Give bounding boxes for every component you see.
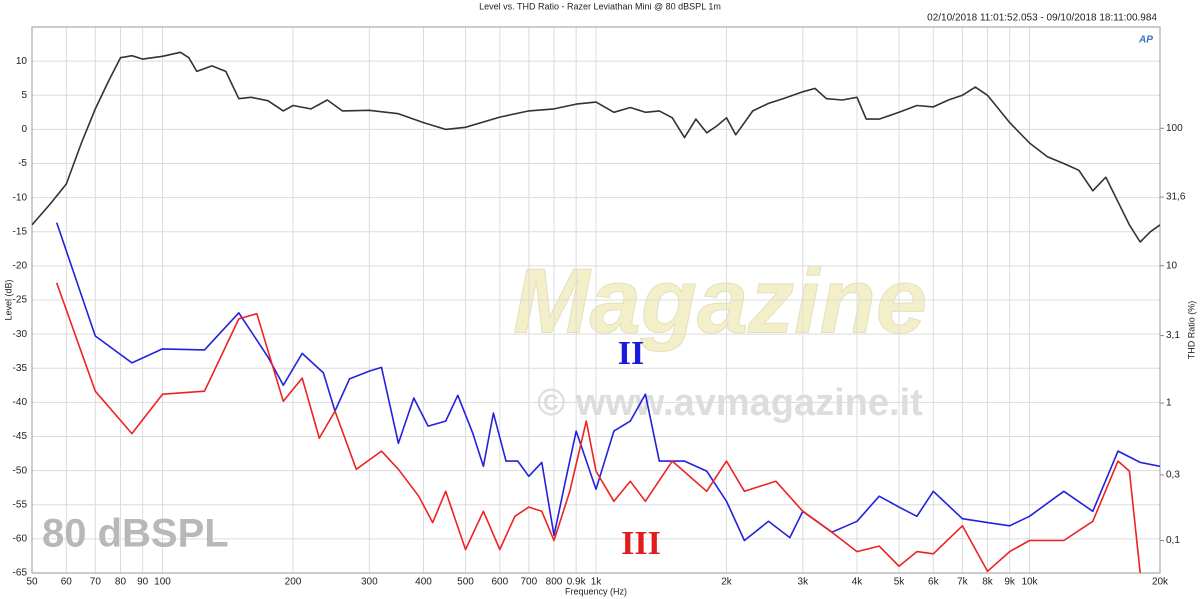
y-tick-label: -50	[13, 465, 28, 476]
watermark-url: © www.avmagazine.it	[537, 382, 923, 424]
x-tick-label: 800	[546, 577, 563, 588]
y-tick-label: -20	[13, 261, 28, 272]
x-tick-label: 7k	[957, 577, 969, 588]
annotation: II	[618, 335, 644, 372]
y-tick-label: -40	[13, 397, 28, 408]
x-tick-label: 3k	[798, 577, 810, 588]
x-tick-label: 5k	[894, 577, 906, 588]
x-tick-label: 200	[285, 577, 302, 588]
y2-tick-label: 31,6	[1166, 192, 1186, 203]
y-tick-label: -35	[13, 363, 28, 374]
x-tick-label: 10k	[1021, 577, 1038, 588]
y2-tick-label: 100	[1166, 123, 1183, 134]
x-tick-label: 70	[90, 577, 102, 588]
y-tick-label: -25	[13, 295, 28, 306]
y2-tick-label: 3,1	[1166, 330, 1180, 341]
x-tick-label: 60	[61, 577, 73, 588]
y2-tick-label: 1	[1166, 398, 1172, 409]
watermark-logo: Magazine	[513, 250, 927, 352]
x-tick-label: 500	[457, 577, 474, 588]
series-line	[55, 282, 1141, 573]
x-tick-label: 1k	[591, 577, 603, 588]
x-tick-label: 2k	[721, 577, 733, 588]
series-line	[32, 51, 1160, 243]
y-tick-label: -45	[13, 431, 28, 442]
x-tick-label: 0.9k	[567, 577, 587, 588]
annotation: 80 dBSPL	[42, 512, 229, 556]
x-tick-label: 9k	[1004, 577, 1016, 588]
y-axis-label: Level (dB)	[3, 279, 13, 320]
y2-tick-label: 10	[1166, 260, 1178, 271]
y-tick-label: 10	[16, 56, 28, 67]
x-tick-label: 600	[491, 577, 508, 588]
y2-axis-label: THD Ratio (%)	[1186, 301, 1196, 360]
x-tick-label: 400	[415, 577, 432, 588]
y-tick-label: -10	[13, 192, 28, 203]
logo: AP	[1138, 35, 1153, 46]
y-tick-label: 5	[21, 90, 27, 101]
y-tick-label: -30	[13, 329, 28, 340]
x-tick-label: 8k	[982, 577, 994, 588]
y2-tick-label: 0,3	[1166, 470, 1180, 481]
x-tick-label: 4k	[852, 577, 864, 588]
x-tick-label: 50	[26, 577, 38, 588]
y-tick-label: -60	[13, 534, 28, 545]
chart-title: Level vs. THD Ratio - Razer Leviathan Mi…	[479, 1, 721, 11]
y-tick-label: 0	[21, 124, 27, 135]
x-tick-label: 300	[361, 577, 378, 588]
chart-subtitle: 02/10/2018 11:01:52.053 - 09/10/2018 18:…	[927, 13, 1157, 24]
series-line	[55, 222, 1160, 542]
x-axis-label: Frequency (Hz)	[565, 586, 627, 596]
x-tick-label: 100	[154, 577, 171, 588]
y-tick-label: -65	[13, 568, 28, 579]
x-tick-label: 90	[137, 577, 149, 588]
plot-frame	[31, 26, 1161, 574]
y-tick-label: -15	[13, 226, 28, 237]
x-tick-label: 6k	[928, 577, 940, 588]
y-tick-label: -55	[13, 499, 28, 510]
annotation: III	[621, 525, 661, 562]
y2-tick-label: 0,1	[1166, 535, 1180, 546]
x-tick-label: 80	[115, 577, 127, 588]
x-tick-label: 700	[521, 577, 538, 588]
y-tick-label: -5	[18, 158, 27, 169]
x-tick-label: 20k	[1152, 577, 1169, 588]
